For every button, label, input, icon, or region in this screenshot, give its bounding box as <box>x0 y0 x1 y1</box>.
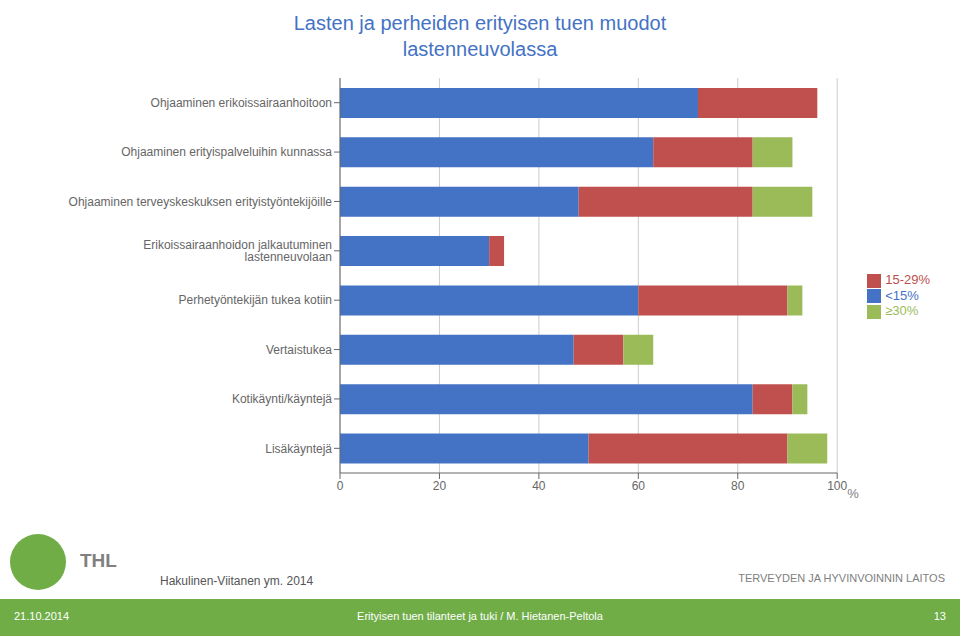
svg-text:Vertaistukea: Vertaistukea <box>266 343 332 357</box>
svg-text:Perhetyöntekijän tukea kotiin: Perhetyöntekijän tukea kotiin <box>179 293 332 307</box>
svg-text:20: 20 <box>433 479 447 493</box>
svg-text:Ohjaaminen terveyskeskuksen er: Ohjaaminen terveyskeskuksen erityistyönt… <box>69 195 333 209</box>
svg-text:Ohjaaminen erikoissairaanhoito: Ohjaaminen erikoissairaanhoitoon <box>151 96 332 110</box>
svg-text:Kotikäynti/käyntejä: Kotikäynti/käyntejä <box>232 392 332 406</box>
html-text:TERVEYDEN JA HYVINVOINNIN LAIT: TERVEYDEN JA HYVINVOINNIN LAITOS <box>738 572 945 584</box>
html-text:15-29%: 15-29% <box>885 272 930 288</box>
svg-text:Erikoissairaanhoidon jalkautum: Erikoissairaanhoidon jalkautuminenlasten… <box>143 238 332 264</box>
svg-text:40: 40 <box>532 479 546 493</box>
html-text:Lasten ja perheiden erityisen: Lasten ja perheiden erityisen tuen muodo… <box>293 12 667 34</box>
svg-text:Lisäkäyntejä: Lisäkäyntejä <box>265 442 332 456</box>
html-text:lastenneuvolassa: lastenneuvolassa <box>402 38 558 60</box>
svg-text:60: 60 <box>632 479 646 493</box>
html-text:13: 13 <box>933 610 946 622</box>
html-text:≥30%: ≥30% <box>885 303 919 319</box>
html-text:THL: THL <box>80 550 117 571</box>
svg-text:80: 80 <box>731 479 745 493</box>
svg-text:100: 100 <box>827 479 847 493</box>
html-text:Erityisen tuen tilanteet ja tu: Erityisen tuen tilanteet ja tuki / M. Hi… <box>357 610 603 622</box>
html-text:<15%: <15% <box>885 287 919 303</box>
svg-text:Ohjaaminen erityispalveluihin: Ohjaaminen erityispalveluihin kunnassa <box>121 145 332 159</box>
svg-text:0: 0 <box>337 479 344 493</box>
html-text:21.10.2014: 21.10.2014 <box>14 610 70 622</box>
html-text:Hakulinen-Viitanen ym. 2014: Hakulinen-Viitanen ym. 2014 <box>160 574 314 588</box>
svg-text:%: % <box>847 486 859 501</box>
